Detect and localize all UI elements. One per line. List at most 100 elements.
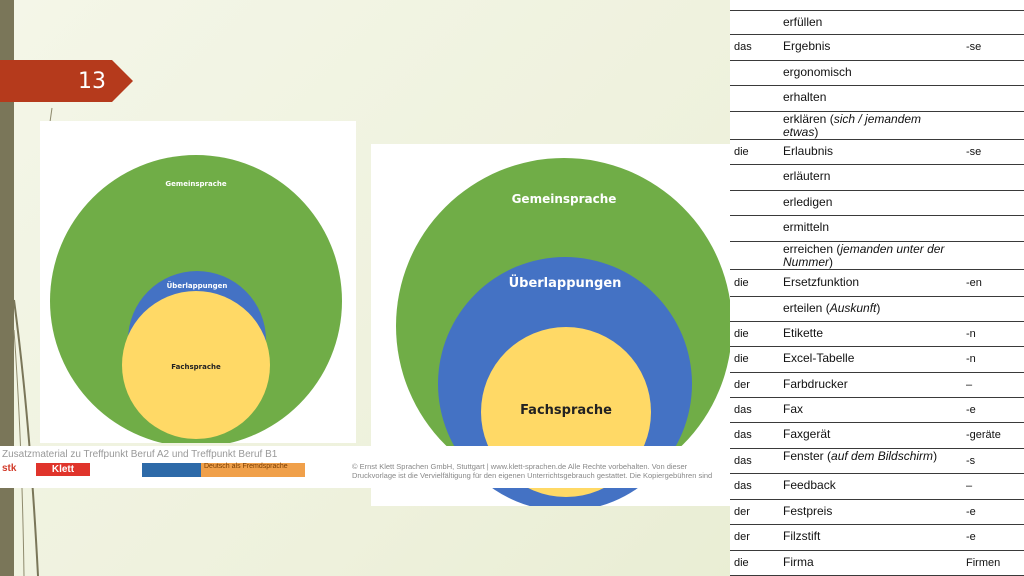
- vocab-row: erfüllen: [730, 10, 1024, 35]
- vocab-article: die: [734, 146, 749, 158]
- vocab-article: das: [734, 480, 752, 492]
- vocab-word-text: Fax: [783, 402, 804, 416]
- vocab-word: Ergebnis: [783, 40, 959, 53]
- vocab-word-text: Excel-Tabelle: [783, 351, 855, 365]
- outer-label: Gemeinsprache: [165, 180, 227, 188]
- vocab-word-suffix: ): [814, 125, 819, 139]
- daf-logo: Deutsch als Fremdsprache: [142, 463, 305, 477]
- vocabulary-table: erfüllen das Ergebnis -se ergonomisch erhalte…: [730, 0, 1024, 576]
- vocab-row: erläutern: [730, 165, 1024, 191]
- vocab-word: ermitteln: [783, 221, 959, 234]
- inner-label: Fachsprache: [171, 363, 221, 371]
- vocab-word: Filzstift: [783, 530, 959, 543]
- vocab-word: erklären (sich / jemandem etwas): [783, 113, 959, 139]
- vocab-word: Fenster (auf dem Bildschirm): [783, 450, 959, 463]
- vocab-word-text: ergonomisch: [783, 65, 852, 79]
- vocab-word-text: Ergebnis: [783, 39, 831, 53]
- vocab-row: ergonomisch: [730, 61, 1024, 86]
- vocab-row: das Feedback –: [730, 474, 1024, 500]
- vocab-article: der: [734, 379, 750, 391]
- vocab-word: erteilen (Auskunft): [783, 302, 959, 315]
- vocab-article: die: [734, 557, 749, 569]
- vocab-plural: -n: [966, 353, 976, 365]
- vocab-row: die Etikette -n: [730, 322, 1024, 347]
- banner-copyright: © Ernst Klett Sprachen GmbH, Stuttgart |…: [352, 462, 713, 480]
- vocab-article: der: [734, 531, 750, 543]
- vocab-word-text: erklären (: [783, 112, 834, 126]
- vocab-word-note: sich / jemandem etwas: [783, 112, 922, 139]
- vocab-word-text: erteilen (: [783, 301, 830, 315]
- vocab-article: das: [734, 455, 752, 467]
- vocab-word: Erlaubnis: [783, 145, 959, 158]
- vocab-word: erläutern: [783, 170, 959, 183]
- vocab-word-text: erfüllen: [783, 15, 823, 29]
- vocab-plural: -s: [966, 455, 976, 467]
- vocab-word-suffix: ): [829, 255, 834, 269]
- slide-number: 13: [78, 69, 106, 94]
- vocab-article: der: [734, 506, 750, 518]
- vocab-word: Farbdrucker: [783, 378, 959, 391]
- vocab-word-text: erreichen (: [783, 242, 841, 256]
- vocab-row: erhalten: [730, 86, 1024, 112]
- vocab-plural: -e: [966, 404, 976, 416]
- middle-label: Überlappungen: [166, 282, 228, 290]
- klett-logo: Klett: [36, 463, 90, 476]
- vocab-word-suffix: ): [933, 449, 938, 463]
- publisher-banner: Zusatzmaterial zu Treffpunkt Beruf A2 un…: [0, 446, 730, 488]
- vocab-word: erreichen (jemanden unter der Nummer): [783, 243, 959, 269]
- inner-label: Fachsprache: [520, 403, 612, 418]
- vocab-row: der Farbdrucker –: [730, 373, 1024, 398]
- outer-label: Gemeinsprache: [511, 192, 617, 206]
- vocab-row: die Erlaubnis -se: [730, 140, 1024, 165]
- vocab-article: die: [734, 353, 749, 365]
- vocab-word-text: erledigen: [783, 195, 833, 209]
- vocab-row: erledigen: [730, 191, 1024, 216]
- venn-diagram-small: Gemeinsprache Überlappungen Fachsprache: [40, 121, 356, 443]
- vocab-article: die: [734, 328, 749, 340]
- daf-logo-text: Deutsch als Fremdsprache: [201, 463, 305, 477]
- vocab-plural: Firmen: [966, 557, 1001, 569]
- vocab-row: der Festpreis -e: [730, 500, 1024, 525]
- vocab-word-text: Faxgerät: [783, 427, 831, 441]
- vocab-word: Fax: [783, 403, 959, 416]
- vocab-article: das: [734, 404, 752, 416]
- vocab-plural: –: [966, 480, 973, 492]
- vocab-row: ermitteln: [730, 216, 1024, 242]
- vocab-plural: –: [966, 379, 973, 391]
- vocab-word: Feedback: [783, 479, 959, 492]
- vocab-plural: -en: [966, 277, 982, 289]
- vocab-row: das Ergebnis -se: [730, 35, 1024, 61]
- vocab-row: die Excel-Tabelle -n: [730, 347, 1024, 373]
- vocab-plural: -e: [966, 506, 976, 518]
- vocab-row: das Fenster (auf dem Bildschirm) -s: [730, 449, 1024, 474]
- vocab-word-note: Auskunft: [829, 301, 877, 315]
- vocab-word-text: erläutern: [783, 169, 831, 183]
- vocab-row: erteilen (Auskunft): [730, 297, 1024, 322]
- vocab-plural: -se: [966, 146, 982, 158]
- vocab-row: das Fax -e: [730, 398, 1024, 423]
- vocab-article: die: [734, 277, 749, 289]
- vocab-word-text: Filzstift: [783, 529, 821, 543]
- vocab-word-text: Feedback: [783, 478, 836, 492]
- slide-number-badge: 13: [0, 60, 133, 102]
- vocab-word: Etikette: [783, 327, 959, 340]
- vocab-plural: -n: [966, 328, 976, 340]
- inner-circle: Fachsprache: [122, 291, 270, 439]
- vocab-row: der Filzstift -e: [730, 525, 1024, 551]
- vocab-word-text: Etikette: [783, 326, 824, 340]
- banner-title: Zusatzmaterial zu Treffpunkt Beruf A2 un…: [2, 449, 278, 460]
- vocab-row: erklären (sich / jemandem etwas): [730, 112, 1024, 140]
- vocab-article: das: [734, 41, 752, 53]
- vocab-word-suffix: ): [876, 301, 881, 315]
- vocab-word-text: Ersetzfunktion: [783, 275, 860, 289]
- vocab-word-text: Erlaubnis: [783, 144, 834, 158]
- vocab-word-text: Firma: [783, 555, 814, 569]
- vocab-plural: -se: [966, 41, 982, 53]
- vocab-word: ergonomisch: [783, 66, 959, 79]
- stk-logo: stk: [2, 463, 17, 474]
- vocab-word-text: erhalten: [783, 90, 827, 104]
- middle-label: Überlappungen: [508, 276, 622, 291]
- vocab-word-text: Festpreis: [783, 504, 833, 518]
- vocab-word-text: ermitteln: [783, 220, 830, 234]
- vocab-word: Excel-Tabelle: [783, 352, 959, 365]
